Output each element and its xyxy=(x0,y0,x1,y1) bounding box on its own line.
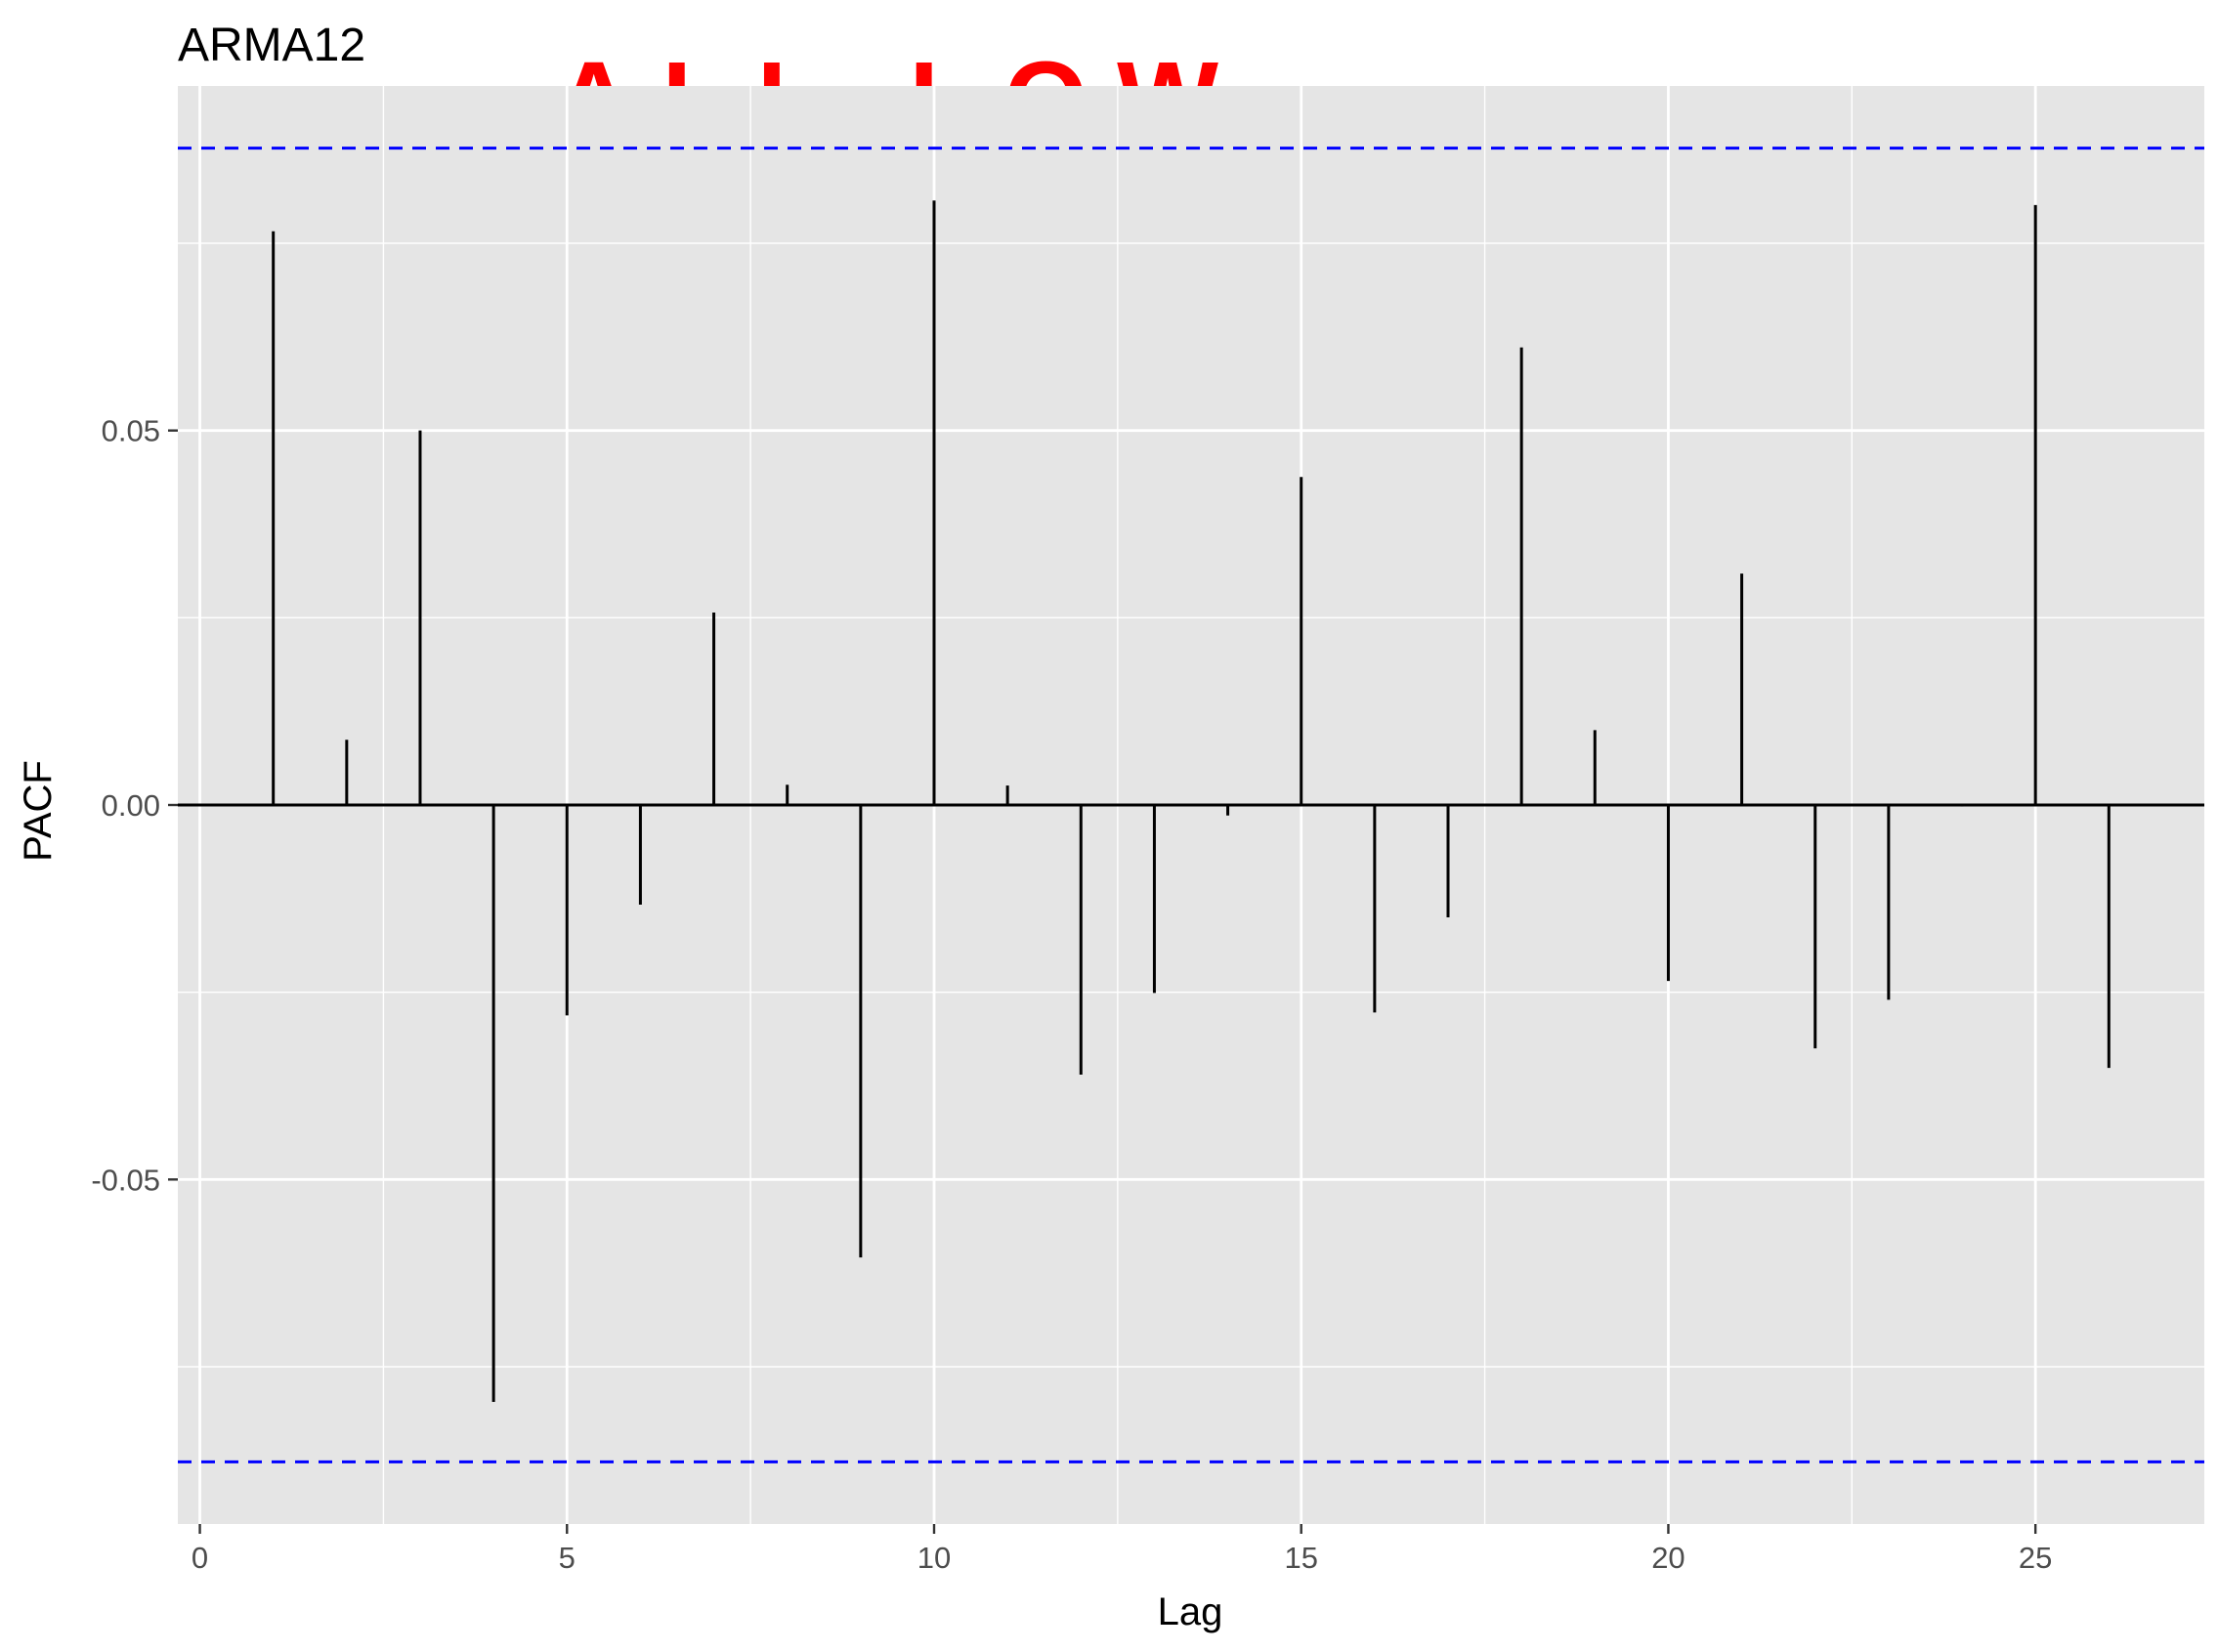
x-tick-label: 15 xyxy=(1284,1541,1317,1575)
y-axis-ticks: -0.05 0.00 0.05 xyxy=(91,414,178,1197)
y-axis-title: PACF xyxy=(17,760,60,862)
confidence-bands xyxy=(178,147,2204,1463)
x-tick-label: 0 xyxy=(192,1541,208,1575)
x-axis-title: Lag xyxy=(1158,1590,1223,1633)
y-tick-label: 0.00 xyxy=(102,788,160,823)
pacf-bars xyxy=(272,200,2111,1403)
x-tick-label: 5 xyxy=(559,1541,576,1575)
x-tick-label: 25 xyxy=(2019,1541,2052,1575)
minor-gridlines xyxy=(178,86,2204,1524)
x-axis-ticks: 0 5 10 15 20 25 xyxy=(192,1524,2052,1575)
x-tick-label: 20 xyxy=(1651,1541,1685,1575)
y-tick-label: 0.05 xyxy=(102,414,160,448)
chart-title: ARMA12 xyxy=(178,20,365,71)
x-tick-label: 10 xyxy=(917,1541,951,1575)
y-tick-label: -0.05 xyxy=(91,1163,160,1197)
